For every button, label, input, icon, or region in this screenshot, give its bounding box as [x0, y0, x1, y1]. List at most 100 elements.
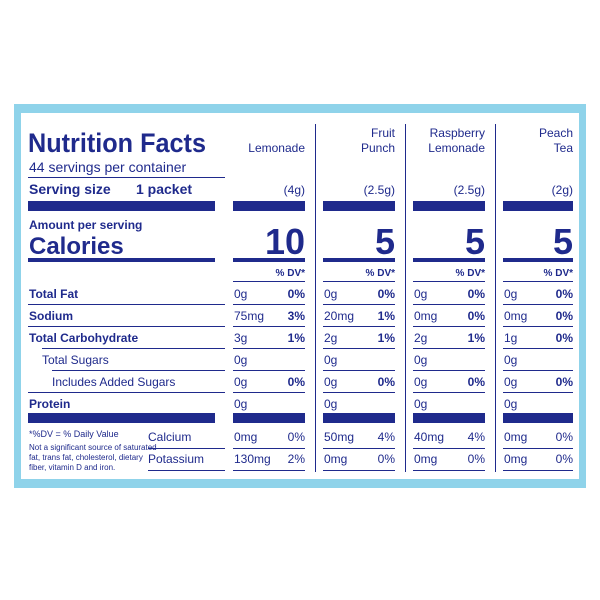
nutrient-amount: 0g [324, 353, 337, 367]
row-rule [503, 326, 573, 327]
nutrient-amount: 20mg [324, 309, 354, 323]
dv-header: % DV* [456, 268, 486, 279]
thin-rule [28, 177, 225, 178]
row-rule [233, 448, 305, 449]
nutrient-amount: 1g [504, 331, 517, 345]
mineral-dv: 0% [288, 430, 306, 444]
medium-rule [233, 258, 305, 262]
nutrient-dv: 0% [556, 331, 574, 345]
nutrient-dv: 0% [468, 309, 486, 323]
column-name: Lemonade [428, 141, 485, 155]
row-rule [233, 304, 305, 305]
mineral-label: Calcium [148, 430, 191, 444]
row-rule [233, 348, 305, 349]
nutrient-dv: 0% [556, 309, 574, 323]
column-name: Raspberry [430, 126, 485, 140]
row-rule [52, 370, 225, 371]
nutrient-amount: 0g [324, 397, 337, 411]
nutrient-amount: 0g [414, 287, 427, 301]
mineral-amount: 0mg [414, 452, 437, 466]
row-rule [413, 470, 485, 471]
column-name: Punch [361, 141, 395, 155]
row-rule [323, 370, 395, 371]
column-divider [315, 124, 316, 472]
row-rule [413, 281, 485, 282]
nutrient-dv: 0% [288, 287, 306, 301]
nutrient-label: Total Sugars [42, 353, 109, 367]
row-rule [323, 470, 395, 471]
thick-rule [413, 413, 485, 423]
mineral-dv: 4% [378, 430, 396, 444]
nutrient-amount: 0mg [504, 309, 527, 323]
calories-value: 10 [265, 221, 305, 262]
mineral-amount: 0mg [324, 452, 347, 466]
mineral-amount: 130mg [234, 452, 271, 466]
mineral-label: Potassium [148, 452, 204, 466]
nutrient-amount: 2g [414, 331, 427, 345]
row-rule [503, 448, 573, 449]
column-divider [495, 124, 496, 472]
serving-size-label: Serving size [29, 181, 111, 197]
nutrient-label: Sodium [29, 309, 73, 323]
thick-rule [323, 413, 395, 423]
nutrient-amount: 0g [414, 397, 427, 411]
nutrient-amount: 75mg [234, 309, 264, 323]
nutrient-amount: 0g [414, 375, 427, 389]
row-rule [413, 448, 485, 449]
calories-value: 5 [465, 221, 485, 262]
column-name: Lemonade [248, 141, 305, 155]
nutrient-amount: 2g [324, 331, 337, 345]
row-rule [503, 281, 573, 282]
row-rule [28, 392, 225, 393]
mineral-amount: 40mg [414, 430, 444, 444]
medium-rule [503, 258, 573, 262]
mineral-dv: 2% [288, 452, 306, 466]
row-rule [323, 304, 395, 305]
nutrient-amount: 0g [234, 353, 247, 367]
row-rule [42, 348, 225, 349]
thick-rule [503, 413, 573, 423]
footnote: fiber, vitamin D and iron. [29, 463, 115, 472]
nutrient-amount: 0g [414, 353, 427, 367]
mineral-amount: 50mg [324, 430, 354, 444]
mineral-amount: 0mg [504, 452, 527, 466]
medium-rule [28, 258, 215, 262]
row-rule [323, 281, 395, 282]
nutrient-dv: 0% [468, 375, 486, 389]
column-name: Tea [554, 141, 574, 155]
row-rule [503, 348, 573, 349]
nutrient-dv: 0% [556, 375, 574, 389]
serving-weight: (2g) [552, 183, 573, 197]
mineral-dv: 4% [468, 430, 486, 444]
nutrient-amount: 0g [234, 397, 247, 411]
nutrient-amount: 0g [234, 287, 247, 301]
mineral-dv: 0% [556, 452, 574, 466]
nutrient-label: Includes Added Sugars [52, 375, 175, 389]
thick-rule [323, 201, 395, 211]
calories-value: 5 [375, 221, 395, 262]
nutrient-label: Total Fat [29, 287, 78, 301]
nutrient-dv: 1% [378, 331, 396, 345]
row-rule [148, 470, 225, 471]
nutrient-dv: 1% [378, 309, 396, 323]
row-rule [413, 348, 485, 349]
dv-header: % DV* [544, 268, 574, 279]
nutrient-dv: 0% [556, 287, 574, 301]
row-rule [413, 326, 485, 327]
row-rule [503, 304, 573, 305]
row-rule [323, 348, 395, 349]
row-rule [28, 304, 225, 305]
nutrient-amount: 0g [504, 287, 517, 301]
medium-rule [323, 258, 395, 262]
row-rule [233, 370, 305, 371]
medium-rule [413, 258, 485, 262]
nutrient-dv: 0% [378, 287, 396, 301]
mineral-dv: 0% [378, 452, 396, 466]
row-rule [503, 470, 573, 471]
nutrient-amount: 0g [504, 397, 517, 411]
row-rule [323, 448, 395, 449]
row-rule [323, 392, 395, 393]
nutrient-amount: 0g [234, 375, 247, 389]
nutrient-dv: 1% [468, 331, 486, 345]
row-rule [413, 392, 485, 393]
